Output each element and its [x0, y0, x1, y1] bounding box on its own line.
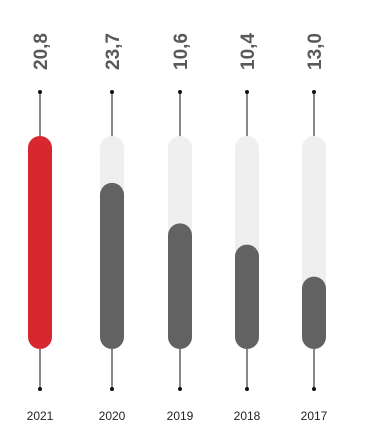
value-label-2019: 10,6: [171, 33, 192, 70]
bar-column-2018: 10,4 2018: [234, 33, 261, 423]
axis-dot-bottom-2019: [178, 387, 182, 391]
axis-dot-top-2020: [110, 90, 114, 94]
category-label-2017: 2017: [301, 409, 328, 423]
axis-dot-bottom-2020: [110, 387, 114, 391]
axis-dot-bottom-2018: [245, 387, 249, 391]
bar-column-2017: 13,0 2017: [301, 33, 328, 423]
axis-dot-bottom-2021: [38, 387, 42, 391]
bar-column-2021: 20,8 2021: [27, 33, 54, 423]
axis-dot-top-2018: [245, 90, 249, 94]
category-label-2018: 2018: [234, 409, 261, 423]
axis-dot-bottom-2017: [312, 387, 316, 391]
bar-column-2019: 10,6 2019: [167, 33, 194, 423]
value-label-2018: 10,4: [238, 33, 259, 70]
category-label-2021: 2021: [27, 409, 54, 423]
axis-dot-top-2017: [312, 90, 316, 94]
bar-2017: [302, 276, 326, 349]
bar-2018: [235, 244, 259, 349]
axis-dot-top-2021: [38, 90, 42, 94]
value-label-2017: 13,0: [305, 33, 326, 70]
value-label-2020: 23,7: [103, 33, 124, 70]
bar-2019: [168, 223, 192, 349]
category-label-2020: 2020: [99, 409, 126, 423]
category-label-2019: 2019: [167, 409, 194, 423]
bar-column-2020: 23,7 2020: [99, 33, 126, 423]
bar-2020: [100, 182, 124, 349]
bars-group: 20,8 2021 23,7 2020 10,6 2019 10,4 2018 13,0 2017: [27, 33, 328, 423]
value-label-2021: 20,8: [31, 33, 52, 70]
bar-2021: [28, 136, 52, 349]
axis-dot-top-2019: [178, 90, 182, 94]
